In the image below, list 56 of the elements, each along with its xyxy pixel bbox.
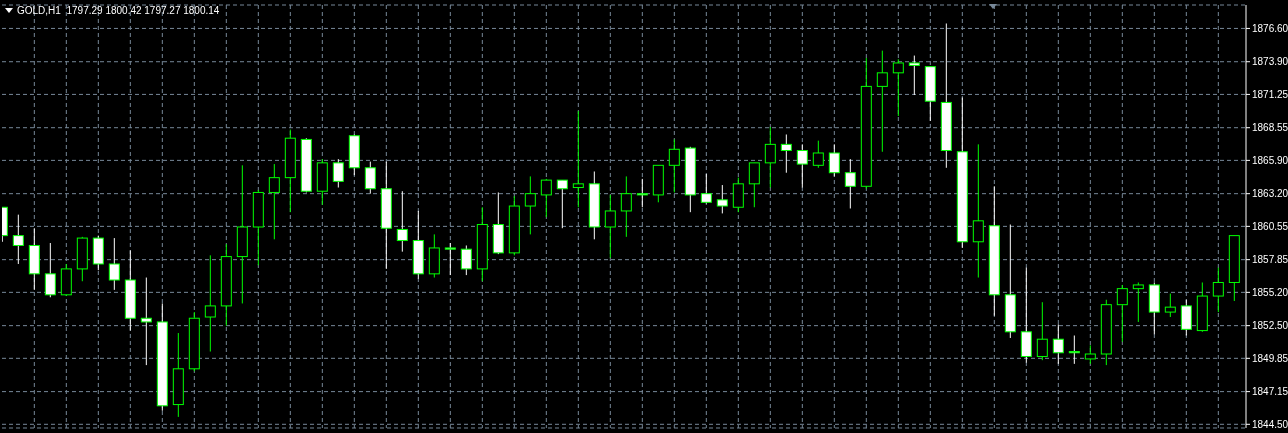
candlestick <box>908 55 920 96</box>
y-tick-label: 1871.25 <box>1252 88 1288 100</box>
candlestick <box>1084 344 1096 365</box>
candlestick <box>140 277 152 366</box>
candlestick <box>524 175 536 235</box>
y-tick-label: 1876.60 <box>1252 22 1288 34</box>
candlestick <box>460 244 472 276</box>
y-tick-label: 1860.55 <box>1252 220 1288 232</box>
candlestick <box>1052 323 1064 365</box>
candlestick <box>732 177 744 213</box>
candlestick <box>636 178 648 208</box>
candlestick <box>876 50 888 153</box>
candlestick <box>812 140 824 169</box>
candlestick <box>1164 293 1176 318</box>
candlestick <box>332 158 344 189</box>
y-tick-label: 1849.85 <box>1252 352 1288 364</box>
candlestick <box>396 190 408 253</box>
candlestick <box>972 143 984 279</box>
candlestick <box>1132 281 1144 323</box>
candlestick <box>828 143 840 177</box>
candlestick <box>204 254 216 353</box>
y-tick-label: 1865.90 <box>1252 154 1288 166</box>
chart-title: GOLD,H1 1797.29 1800.42 1797.27 1800.14 <box>17 5 220 16</box>
y-tick-label: 1868.55 <box>1252 122 1288 134</box>
candlestick <box>796 143 808 189</box>
candlestick <box>604 194 616 259</box>
candlestick <box>268 163 280 240</box>
candlestick <box>12 214 24 265</box>
candlestick <box>748 162 760 208</box>
candlestick <box>1116 284 1128 343</box>
candlestick <box>700 173 712 205</box>
y-tick-label: 1863.20 <box>1252 188 1288 200</box>
candlestick <box>668 138 680 193</box>
candlestick <box>892 58 904 117</box>
candlestick <box>620 175 632 238</box>
candlestick <box>1036 301 1048 361</box>
y-tick-label: 1852.50 <box>1252 320 1288 332</box>
y-tick-label: 1857.85 <box>1252 254 1288 266</box>
y-tick-label: 1844.50 <box>1252 418 1288 430</box>
candlestick <box>572 110 584 208</box>
candlestick <box>764 126 776 189</box>
y-tick-label: 1873.90 <box>1252 56 1288 68</box>
candlestick <box>556 179 568 229</box>
candlestick <box>364 161 376 195</box>
y-tick-label: 1847.15 <box>1252 386 1288 398</box>
y-tick-label: 1855.20 <box>1252 286 1288 298</box>
candlestick <box>1212 267 1224 313</box>
candlestick <box>108 237 120 291</box>
candlestick <box>44 242 56 298</box>
candlestick <box>1068 335 1080 365</box>
candlestick <box>444 242 456 276</box>
candlestick <box>716 184 728 214</box>
candlestick <box>540 178 552 218</box>
candlestick <box>1180 299 1192 337</box>
candlestick <box>844 158 856 209</box>
candlestick <box>780 133 792 174</box>
